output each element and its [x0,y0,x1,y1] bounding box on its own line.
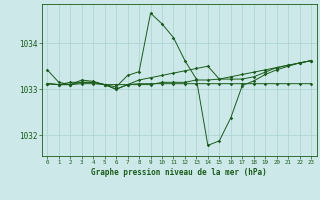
X-axis label: Graphe pression niveau de la mer (hPa): Graphe pression niveau de la mer (hPa) [91,168,267,177]
